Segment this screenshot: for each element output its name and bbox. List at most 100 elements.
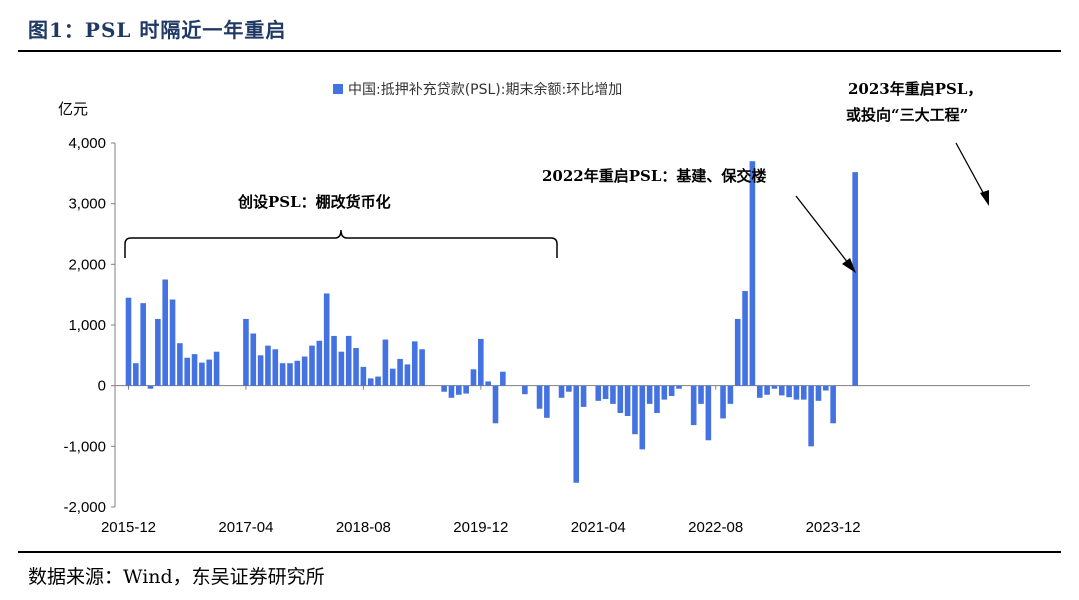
bottom-rule xyxy=(18,551,1061,553)
bar xyxy=(191,354,198,386)
bar xyxy=(177,343,183,386)
annotation-2023-restart-line1: 2023年重启PSL， xyxy=(848,80,982,98)
bar xyxy=(793,385,800,400)
bar xyxy=(595,385,602,401)
bar xyxy=(580,385,587,407)
bar xyxy=(558,385,565,398)
bar xyxy=(566,385,572,392)
bar xyxy=(536,385,543,409)
bar xyxy=(375,376,381,386)
x-tick-label: 2021-04 xyxy=(571,519,626,536)
bar xyxy=(353,348,359,386)
x-tick-label: 2018-08 xyxy=(336,519,391,536)
bar xyxy=(690,385,697,426)
x-tick-label: 2017-04 xyxy=(218,519,273,536)
x-tick-label: 2015-12 xyxy=(101,519,156,536)
bar xyxy=(522,385,528,395)
bar xyxy=(456,385,462,395)
bar xyxy=(676,385,682,389)
bar xyxy=(199,362,205,386)
bar xyxy=(382,339,389,386)
bar xyxy=(389,368,396,386)
bar xyxy=(500,371,506,386)
bar xyxy=(463,385,469,394)
bar xyxy=(147,385,154,389)
bar xyxy=(808,385,814,447)
bar xyxy=(646,385,653,404)
bar xyxy=(257,355,264,386)
x-tick-label: 2023-12 xyxy=(806,519,861,536)
bar xyxy=(786,385,792,398)
bar xyxy=(345,335,352,386)
bar xyxy=(720,385,726,419)
bar xyxy=(492,385,499,424)
y-tick-label: 4,000 xyxy=(68,135,106,152)
bar xyxy=(742,291,748,386)
bar xyxy=(441,385,447,392)
annotation-psl-creation: 创设PSL：棚改货币化 xyxy=(237,193,391,211)
bar xyxy=(478,338,484,386)
bar xyxy=(140,303,146,386)
y-ticks: 4,000 3,000 2,000 1,000 0 -1,000 -2,000 xyxy=(63,135,115,516)
bar xyxy=(301,356,308,386)
bar xyxy=(485,381,491,386)
bar xyxy=(213,351,220,386)
annotation-2023-restart-line2: 或投向“三大工程” xyxy=(846,106,968,124)
bar xyxy=(823,385,829,391)
source-note: 数据来源：Wind，东吴证券研究所 xyxy=(28,566,325,588)
bar xyxy=(155,318,161,386)
bar xyxy=(279,363,286,386)
bar xyxy=(705,385,712,441)
bar xyxy=(573,385,580,483)
bar xyxy=(852,172,858,386)
bar xyxy=(698,385,704,404)
x-ticks: 2015-12 2017-04 2018-08 2019-12 2021-04 2022-… xyxy=(101,385,861,536)
bar xyxy=(331,335,337,386)
bar xyxy=(617,385,624,413)
bar xyxy=(756,385,763,398)
bar xyxy=(272,349,279,386)
bar xyxy=(771,385,778,389)
bar xyxy=(778,385,785,396)
bar xyxy=(338,351,345,386)
bar xyxy=(243,318,249,386)
annotation-2022-arrowhead xyxy=(842,258,856,273)
figure-title: 图1：PSL 时隔近一年重启 xyxy=(28,18,287,42)
bar xyxy=(367,378,374,386)
annotation-2023-arrow xyxy=(955,142,987,199)
annotation-brace xyxy=(124,229,558,258)
bar xyxy=(749,161,756,386)
bar xyxy=(323,293,330,386)
bar xyxy=(397,358,403,386)
bar xyxy=(294,360,301,386)
bar xyxy=(800,385,807,400)
bar xyxy=(162,279,168,386)
bar xyxy=(470,369,477,386)
y-tick-label: 1,000 xyxy=(68,317,106,334)
bar xyxy=(654,385,660,413)
bar xyxy=(727,385,734,404)
y-tick-label: -2,000 xyxy=(63,499,106,516)
bar xyxy=(632,385,638,435)
y-tick-label: 3,000 xyxy=(68,196,106,213)
y-tick-label: -1,000 xyxy=(63,438,106,455)
bar xyxy=(830,385,836,424)
bar xyxy=(610,385,616,404)
y-tick-label: 2,000 xyxy=(68,256,106,273)
annotation-2022-restart: 2022年重启PSL：基建、保交楼 xyxy=(542,167,766,185)
bar xyxy=(639,385,646,450)
bar xyxy=(309,345,315,386)
bar xyxy=(206,359,213,386)
bar xyxy=(544,385,550,418)
bar xyxy=(125,297,132,386)
annotation-2023-arrowhead xyxy=(980,190,989,206)
bar xyxy=(360,366,367,386)
bars xyxy=(125,161,858,483)
bar xyxy=(661,385,668,400)
bar xyxy=(448,385,455,398)
x-tick-label: 2022-08 xyxy=(688,519,743,536)
bar xyxy=(265,345,271,386)
x-tick-label: 2019-12 xyxy=(453,519,508,536)
bar xyxy=(316,340,323,386)
bar xyxy=(404,364,411,386)
